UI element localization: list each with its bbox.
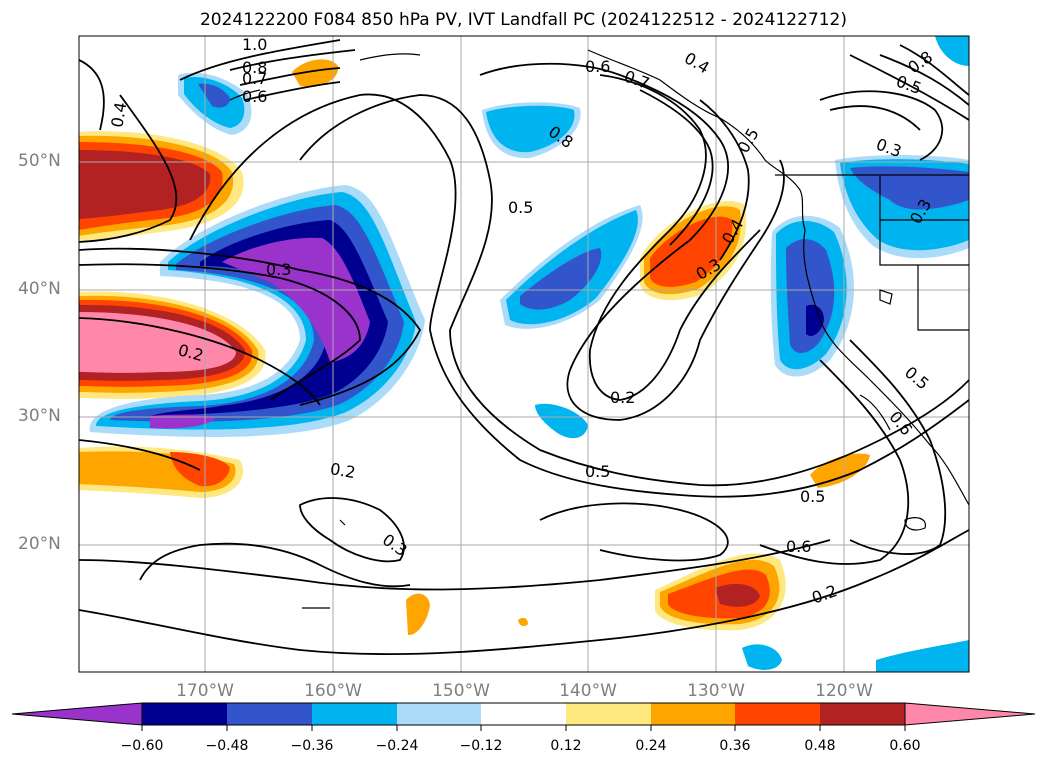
colorbar-bin [397,703,481,725]
contour-label: 0.5 [508,198,533,217]
lon-label-170w: 170°W [176,681,234,701]
lat-label-40n: 40°N [18,279,61,299]
colorbar-tick-label: 0.36 [719,738,751,754]
shade-small-warm [406,593,430,636]
shade-small-warm [810,453,870,488]
shade-darkred [715,583,760,607]
shade-small-warm [518,617,528,627]
shade-pink [79,312,236,373]
colorbar-bin [735,703,820,725]
colorbar-bin [312,703,397,725]
shade-purple [150,414,215,429]
contour-label: 0.6 [242,87,267,106]
colorbar-tick-label: 0.60 [889,738,921,754]
shade-top-cold [178,72,252,135]
shade-small-cold [742,644,782,670]
shade-blue [198,83,230,108]
contour-label: 0.2 [329,459,357,482]
colorbar-bin [481,703,566,725]
lat-label-30n: 30°N [18,406,61,426]
colorbar-tick-label: 0.24 [635,738,667,754]
colorbar-tickmarks [141,725,906,731]
contour-label: 1.0 [242,35,267,54]
lon-label-120w: 120°W [815,681,873,701]
shade-small-cold [535,403,588,439]
shade-top-orange [292,59,339,87]
colorbar-extend-high [904,702,1036,726]
colorbar [11,702,1036,731]
contour-label: 0.4 [107,101,130,129]
graticule [79,36,969,672]
lon-label-160w: 160°W [304,681,362,701]
contour-label: 0.5 [585,462,610,481]
contour-label: 0.2 [610,388,635,407]
contour-label: 0.8 [242,58,267,77]
lon-label-140w: 140°W [559,681,617,701]
shade-navy [806,304,824,337]
shade-cyan [486,105,575,153]
shade-ne-cold [835,155,969,259]
lon-label-150w: 150°W [432,681,490,701]
contour-label: 0.5 [800,487,825,506]
shade-redorange [650,216,733,287]
lat-label-50n: 50°N [18,151,61,171]
shade-c-cold [500,205,643,329]
colorbar-frame [141,702,906,726]
shade-nc-cold [482,102,581,159]
contour-label: 0.3 [266,260,291,279]
shade-blue [520,248,602,310]
shade-nw-warm [79,131,244,242]
colorbar-tick-label: −0.24 [375,738,419,754]
colorbar-bin [651,703,735,725]
colorbar-tick-label: −0.60 [120,738,164,754]
chart-title: 2024122200 F084 850 hPa PV, IVT Landfall… [199,10,847,30]
colorbar-tick-label: −0.48 [205,738,249,754]
colorbar-bin [566,703,651,725]
map-frame [78,35,970,673]
contours [79,39,969,656]
lon-label-130w: 130°W [687,681,745,701]
colorbar-tick-label: 0.48 [804,738,836,754]
colorbar-tick-label: −0.12 [459,738,503,754]
shade-tr-cold [935,36,969,66]
coastlines [229,49,969,609]
colorbar-tick-label: −0.36 [290,738,334,754]
shade-s-warm [655,553,786,631]
colorbar-bin [142,703,227,725]
contour-label: 0.6 [585,57,610,76]
contour-label: 0.6 [786,537,811,556]
shade-darkred [79,150,211,219]
colorbar-bin [820,703,905,725]
colorbar-tick-label: 0.12 [550,738,582,754]
colorbar-extend-low [11,702,143,726]
shade-central-cold [89,185,425,437]
shade-small-cold [876,640,969,672]
shade-w-warm [79,291,266,399]
colorbar-bin [227,703,312,725]
lat-label-20n: 20°N [18,534,61,554]
contour-label: 0.7 [242,69,267,88]
shade-c-warm [640,201,747,301]
